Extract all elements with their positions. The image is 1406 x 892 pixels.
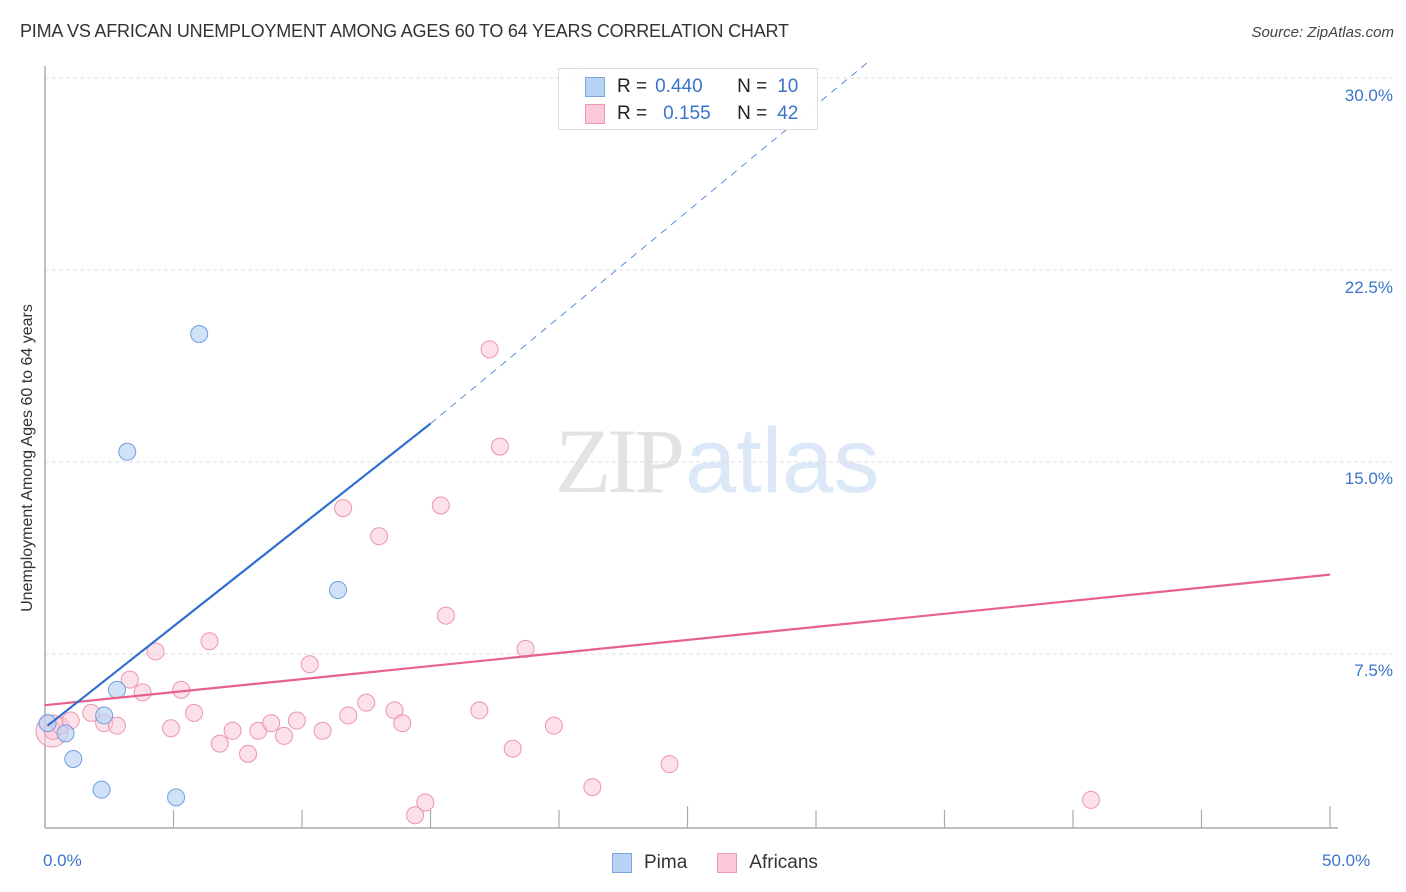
- legend-label-pima: Pima: [644, 852, 688, 873]
- data-point-africans: [370, 527, 389, 546]
- data-point-pima: [190, 325, 209, 343]
- data-point-pima: [64, 749, 83, 768]
- data-point-africans: [583, 778, 602, 797]
- data-point-africans: [490, 437, 509, 456]
- data-point-africans: [133, 683, 152, 702]
- data-point-africans: [357, 693, 376, 712]
- data-point-pima: [107, 680, 126, 699]
- legend-item-africans[interactable]: Africans: [717, 852, 818, 874]
- stats-row-africans: R = 0.155 N = 42: [585, 102, 798, 126]
- data-point-pima: [118, 442, 137, 461]
- data-point-africans: [287, 711, 306, 730]
- africans-swatch-icon: [717, 853, 738, 873]
- n-value: 10: [777, 76, 799, 97]
- legend-label-africans: Africans: [749, 852, 818, 873]
- r-label: R =: [617, 103, 648, 124]
- n-label: N =: [737, 76, 768, 97]
- source-label: Source: ZipAtlas.com: [1251, 24, 1394, 41]
- data-point-africans: [161, 719, 180, 738]
- r-value: 0.155: [663, 103, 711, 124]
- data-point-africans: [262, 714, 281, 733]
- data-point-africans: [393, 714, 412, 733]
- trendline-pima: [46, 422, 432, 727]
- y-axis-label: Unemployment Among Ages 60 to 64 years: [19, 304, 36, 612]
- n-value: 42: [777, 103, 799, 124]
- data-point-africans: [431, 496, 450, 515]
- data-point-pima: [56, 724, 75, 743]
- data-point-pima: [167, 788, 186, 807]
- data-point-africans: [406, 806, 425, 825]
- y-tick-7-5: 7.5%: [1354, 661, 1393, 680]
- data-point-africans: [120, 670, 139, 689]
- stats-legend: R = 0.440 N = 10 R = 0.155 N = 42: [558, 68, 818, 130]
- data-point-africans: [660, 755, 679, 774]
- data-point-africans: [503, 739, 522, 758]
- data-point-africans: [185, 703, 204, 722]
- data-point-africans: [239, 744, 258, 763]
- data-point-africans: [1081, 790, 1100, 809]
- pima-swatch-icon: [612, 853, 632, 873]
- x-tick-50: 50.0%: [1322, 851, 1371, 870]
- africans-points: [35, 69, 1100, 825]
- r-value: 0.440: [655, 76, 703, 97]
- data-point-pima: [328, 581, 347, 599]
- stats-row-pima: R = 0.440 N = 10: [585, 75, 798, 99]
- africans-swatch-icon: [585, 104, 605, 124]
- data-point-africans: [313, 721, 332, 740]
- data-point-pima: [38, 714, 57, 733]
- data-point-africans: [544, 716, 563, 735]
- data-point-africans: [200, 632, 219, 651]
- n-label: N =: [737, 103, 768, 124]
- data-point-pima: [92, 780, 111, 799]
- series-legend: Pima Africans: [612, 852, 848, 874]
- data-point-africans: [480, 340, 499, 359]
- data-point-africans: [470, 701, 489, 720]
- y-tick-30: 30.0%: [1344, 86, 1393, 105]
- data-point-africans: [334, 499, 353, 518]
- axes: [44, 66, 1338, 829]
- trendlines: [44, 62, 1331, 727]
- x-tick-0: 0.0%: [43, 851, 82, 870]
- data-point-africans: [416, 793, 435, 812]
- trendline-africans: [44, 573, 1331, 707]
- y-tick-15: 15.0%: [1344, 469, 1393, 488]
- data-point-africans: [436, 606, 455, 625]
- data-point-africans: [146, 642, 165, 661]
- data-point-africans: [223, 721, 242, 740]
- data-point-africans: [210, 734, 229, 753]
- data-point-africans: [300, 655, 319, 674]
- data-point-africans: [339, 706, 358, 725]
- data-point-africans: [275, 726, 294, 745]
- legend-item-pima[interactable]: Pima: [612, 852, 687, 874]
- data-point-pima: [95, 706, 114, 725]
- y-tick-22-5: 22.5%: [1344, 278, 1393, 297]
- r-label: R =: [617, 76, 648, 97]
- data-point-africans: [107, 716, 126, 735]
- chart-title: PIMA VS AFRICAN UNEMPLOYMENT AMONG AGES …: [20, 21, 789, 41]
- pima-points: [38, 325, 347, 807]
- pima-swatch-icon: [585, 77, 605, 97]
